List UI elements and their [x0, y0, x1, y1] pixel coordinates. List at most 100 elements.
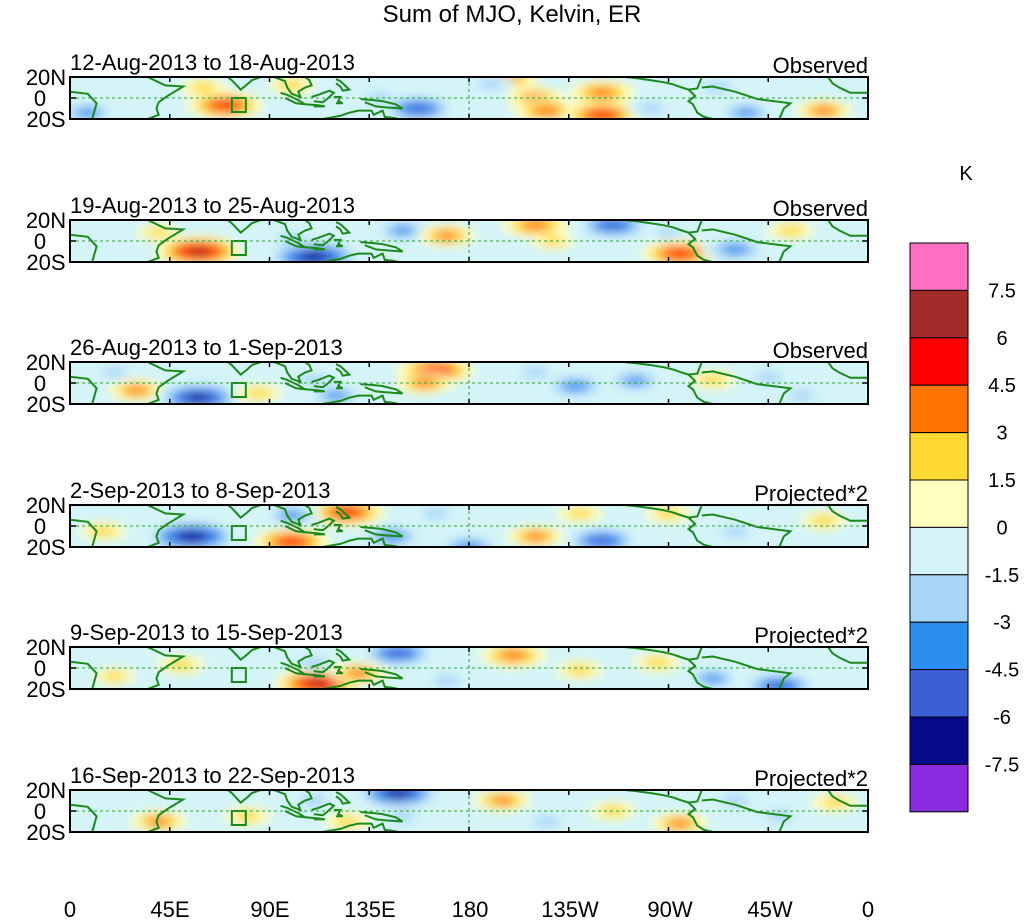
anomaly-contour: [565, 508, 594, 519]
coastline: [827, 505, 868, 522]
coastline: [686, 228, 793, 262]
anomaly-contour: [600, 220, 626, 230]
anomaly-contour: [521, 220, 550, 231]
anomaly-contour: [279, 537, 305, 547]
lon-label-90w: 90W: [647, 897, 692, 921]
coastline: [311, 517, 336, 532]
anomaly-contour: [734, 108, 759, 118]
coastline: [827, 790, 868, 807]
coastline: [273, 505, 313, 527]
colorbar-label: 3: [996, 423, 1007, 445]
coastline: [360, 526, 404, 538]
anomaly-contour: [589, 110, 615, 119]
coastline: [70, 790, 187, 832]
coastline: [304, 816, 326, 821]
colorbar-swatch: [909, 337, 969, 386]
lat-label-20s: 20S: [26, 535, 65, 560]
coastline: [686, 798, 793, 832]
lon-label-45w: 45W: [747, 897, 792, 921]
coastlines: [70, 505, 868, 547]
lon-label-45e: 45E: [150, 897, 189, 921]
colorbar-swatch: [909, 716, 969, 765]
anomaly-contour: [299, 795, 328, 806]
panel-2: 19-Aug-2013 to 25-Aug-2013 Observed 20N020…: [26, 193, 869, 275]
anomaly-contour: [301, 252, 327, 262]
coastline: [333, 380, 344, 390]
coastline: [686, 513, 793, 547]
colorbar-swatch: [909, 669, 969, 718]
coastline: [335, 506, 352, 520]
anomaly-contour: [333, 816, 362, 827]
anomaly-contour: [655, 227, 682, 238]
colorbar-unit: K: [959, 163, 973, 185]
coastline: [304, 103, 326, 108]
coastlines: [70, 362, 868, 404]
anomaly-contour: [820, 797, 849, 808]
anomaly-contour: [187, 393, 210, 402]
colorbar-label: 1.5: [988, 470, 1016, 492]
coastline: [827, 77, 868, 94]
anomaly-contour: [212, 100, 238, 110]
coastline: [194, 77, 261, 91]
anomaly-contour: [787, 390, 816, 401]
coastline: [311, 89, 336, 104]
coastline: [624, 505, 703, 519]
anomaly-contour: [421, 508, 450, 519]
anomaly-contour: [306, 679, 330, 688]
coastline: [70, 220, 187, 262]
anomaly-contour: [75, 108, 100, 118]
anomaly-contour: [388, 810, 417, 822]
coastline: [304, 531, 326, 536]
anomaly-contour: [589, 536, 615, 546]
anomaly-contour: [346, 668, 371, 678]
anomaly-contour: [766, 681, 792, 689]
anomaly-contour: [490, 796, 515, 805]
lon-label-0-end: 0: [862, 897, 874, 921]
anomaly-contour: [698, 374, 727, 386]
anomaly-field: [137, 220, 815, 262]
coastline: [311, 374, 336, 389]
coastline: [360, 668, 404, 680]
anomaly-contour: [532, 816, 561, 827]
anomaly-contour: [667, 819, 692, 829]
anomaly-contour: [101, 367, 127, 378]
coastline: [827, 362, 868, 379]
lat-label-20s: 20S: [26, 820, 65, 845]
anomaly-contour: [299, 374, 328, 386]
lon-label-135w: 135W: [541, 897, 599, 921]
colorbar-label: 4.5: [988, 375, 1016, 397]
lat-label-20n: 20N: [26, 635, 66, 660]
coastline: [304, 246, 326, 251]
panel-status: Projected*2: [754, 766, 868, 791]
lat-label-eq: 0: [34, 229, 46, 254]
anomaly-contour: [623, 376, 648, 386]
coastlines: [70, 790, 868, 832]
lat-label-eq: 0: [34, 86, 46, 111]
colorbar-label: 7.5: [988, 280, 1016, 302]
lon-label-0: 0: [64, 897, 76, 921]
lat-label-eq: 0: [34, 656, 46, 681]
colorbar-label: -4.5: [985, 660, 1019, 682]
panel-date-range: 2-Sep-2013 to 8-Sep-2013: [70, 478, 331, 503]
colorbar-swatch: [909, 526, 969, 576]
coastline: [333, 524, 344, 533]
lat-label-20n: 20N: [26, 350, 66, 375]
anomaly-contour: [477, 77, 506, 89]
lon-label-180: 180: [452, 897, 489, 921]
panel-status: Observed: [773, 338, 868, 363]
coastlines: [70, 77, 868, 119]
anomaly-contour: [809, 515, 838, 527]
coastline: [280, 234, 306, 249]
lon-label-90e: 90E: [250, 897, 289, 921]
coastline: [827, 220, 868, 237]
panel-5: 9-Sep-2013 to 15-Sep-2013 Projected*2 20N0…: [26, 620, 869, 702]
anomaly-contour: [540, 236, 566, 246]
anomaly-contour: [233, 810, 262, 822]
anomaly-contour: [324, 391, 348, 401]
coastlines: [70, 220, 868, 262]
anomaly-contour: [146, 817, 171, 826]
panel-date-range: 9-Sep-2013 to 15-Sep-2013: [70, 620, 343, 645]
lat-label-eq: 0: [34, 371, 46, 396]
